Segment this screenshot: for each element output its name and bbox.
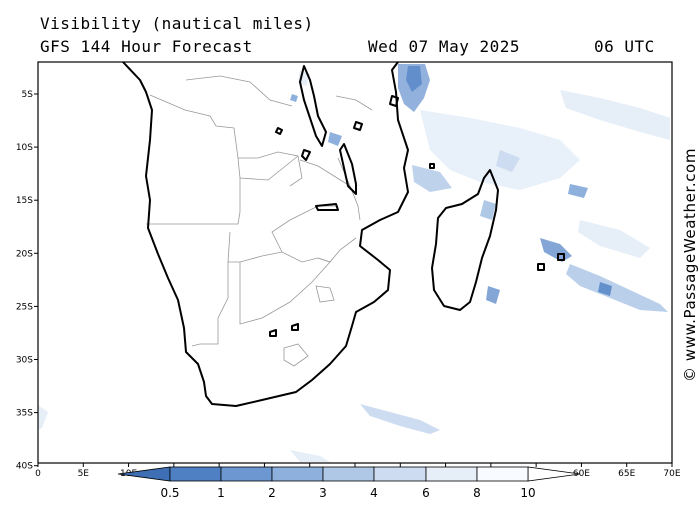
lat-tick-label: 35S [16, 409, 33, 419]
colorbar-label: 0.5 [160, 486, 179, 500]
colorbar-swatch [169, 466, 222, 482]
model-label: GFS 144 Hour Forecast [40, 37, 253, 56]
colorbar-label: 3 [319, 486, 327, 500]
colorbar: 0.5 1 2 3 4 6 8 10 [117, 466, 581, 500]
watermark: © www.PassageWeather.com [681, 147, 699, 383]
colorbar-swatch [425, 466, 478, 482]
colorbar-label: 2 [268, 486, 276, 500]
colorbar-label: 4 [370, 486, 378, 500]
forecast-date: Wed 07 May 2025 [368, 37, 520, 56]
chart-title: Visibility (nautical miles) [40, 14, 314, 33]
colorbar-swatch [476, 466, 529, 482]
lat-tick-label: 15S [16, 196, 33, 206]
colorbar-label: 1 [217, 486, 225, 500]
colorbar-swatch [322, 466, 375, 482]
colorbar-label: 6 [422, 486, 430, 500]
lat-tick-label: 30S [16, 356, 33, 366]
colorbar-swatch [220, 466, 273, 482]
lat-tick-label: 25S [16, 302, 33, 312]
colorbar-label: 10 [520, 486, 535, 500]
lat-tick-label: 10S [16, 143, 33, 153]
lat-tick-label: 20S [16, 249, 33, 259]
colorbar-label: 8 [473, 486, 481, 500]
lon-tick-label: 60E [573, 469, 590, 479]
lat-tick-label: 5S [22, 90, 34, 100]
country-borders [146, 75, 373, 367]
colorbar-swatch [271, 466, 324, 482]
lon-tick-label: 70E [663, 469, 680, 479]
visibility-shading [38, 64, 670, 462]
coastlines [122, 61, 565, 407]
forecast-time: 06 UTC [594, 37, 655, 56]
lon-tick-label: 5E [78, 469, 90, 479]
lon-tick-label: 65E [618, 469, 635, 479]
lat-tick-label: 40S [16, 462, 33, 472]
colorbar-swatch [373, 466, 427, 482]
lon-tick-label: 0 [35, 469, 41, 479]
